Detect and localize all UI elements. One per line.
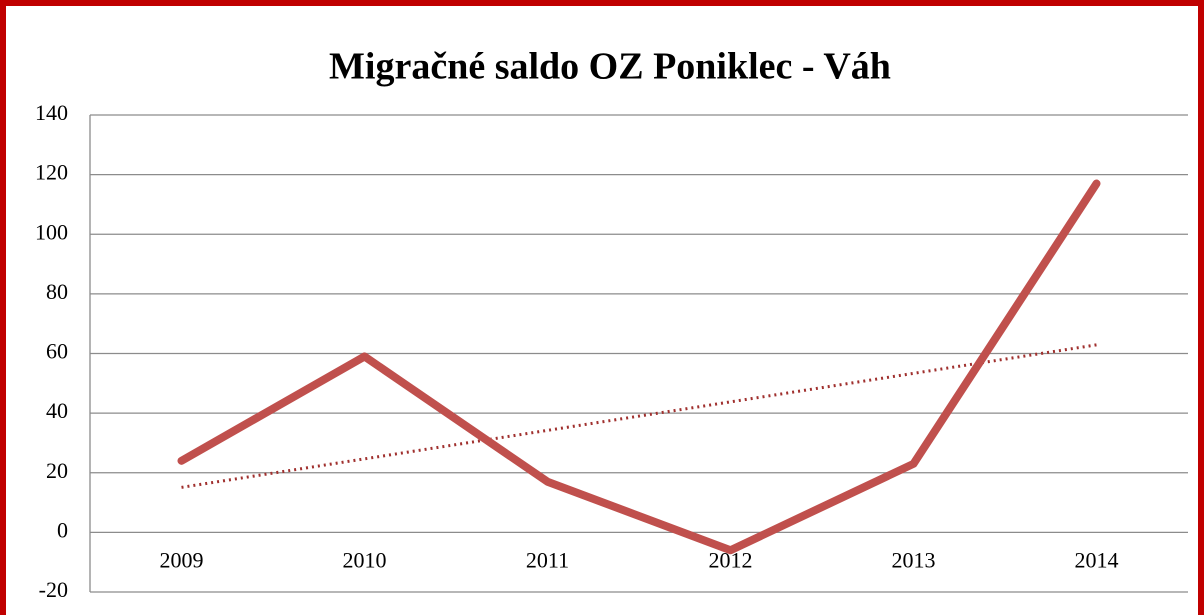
trendline [181,343,1097,489]
y-tick-label: 60 [46,339,68,364]
data-line [177,179,1101,555]
x-tick-label: 2014 [1075,547,1119,572]
x-tick-label: 2011 [526,547,569,572]
x-tick-label: 2010 [343,547,387,572]
y-tick-label: 20 [46,458,68,483]
y-tick-label: -20 [39,577,68,602]
y-tick-label: 120 [35,160,68,185]
y-tick-label: 40 [46,398,68,423]
y-tick-label: 140 [35,100,68,125]
x-tick-label: 2009 [160,547,204,572]
y-tick-label: 0 [57,517,68,542]
y-tick-label: 80 [46,279,68,304]
y-tick-label: 100 [35,219,68,244]
chart-title: Migračné saldo OZ Poniklec - Váh [329,46,891,88]
x-tick-label: 2013 [892,547,936,572]
